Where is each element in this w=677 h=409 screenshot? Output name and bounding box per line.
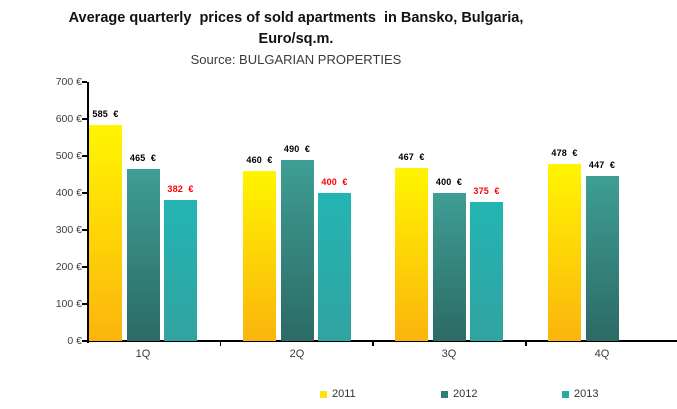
x-axis-label-3q: 3Q [441,348,457,360]
x-axis-line [87,340,677,342]
y-axis-label: 300 € [55,224,82,236]
bar-label-2013-3q: 375 € [473,186,500,197]
y-axis-tick [82,81,87,83]
legend-swatch-2012 [441,390,448,398]
bar-label-2012-1q: 465 € [129,152,157,163]
bar-label-2012-4q: 447 € [588,159,616,170]
y-axis-label: 700 € [55,76,82,88]
bar-2012-3q [432,193,466,341]
chart-source: Source: BULGARIAN PROPERTIES [190,52,402,67]
y-axis-tick [82,155,87,157]
bar-label-2011-4q: 478 € [551,148,578,159]
chart-title-line2: Euro/sq.m. [258,31,334,47]
y-axis-tick [82,192,87,194]
y-axis-label: 600 € [55,113,82,125]
legend-label-2012: 2012 [453,388,478,400]
bar-label-2013-2q: 400 € [321,177,348,187]
bar-2012-4q [585,175,619,341]
legend-label-2011: 2011 [332,388,356,400]
y-axis-tick [82,118,87,120]
legend-item-2012: 2012 [441,388,477,400]
bar-2012-1q [126,168,160,341]
bar-2012-2q [280,159,314,341]
title-block: Average quarterly prices of sold apartme… [0,8,592,69]
bar-label-2012-2q: 490 € [283,143,311,154]
y-axis-line [87,82,89,343]
y-axis-label: 0 € [67,335,82,347]
x-axis-tick [372,342,374,346]
legend-label-2013: 2013 [574,388,599,400]
legend-item-2013: 2013 [562,388,598,400]
y-axis-label: 100 € [55,298,82,310]
bar-2011-2q [243,170,276,341]
bar-2013-2q [318,193,351,341]
legend-item-2011: 2011 [320,388,356,400]
y-axis-label: 200 € [55,261,82,273]
y-axis-tick [82,303,87,305]
bar-label-2011-1q: 585 € [92,108,119,119]
bar-label-2011-2q: 460 € [246,154,273,165]
y-axis-tick [82,340,87,342]
x-axis-label-1q: 1Q [135,348,151,360]
y-axis-label: 400 € [55,187,82,199]
x-axis-tick [525,342,527,346]
legend-swatch-2011 [320,390,327,398]
bar-2013-1q [164,199,197,341]
bar-2013-3q [470,202,503,341]
y-axis-label: 500 € [55,150,82,162]
bar-label-2013-1q: 382 € [167,183,194,194]
y-axis-tick [82,266,87,268]
bar-2011-4q [548,164,581,341]
bar-label-2011-3q: 467 € [398,152,425,163]
legend-swatch-2013 [562,390,569,398]
x-axis-label-2q: 2Q [289,348,305,360]
chart-title-line1: Average quarterly prices of sold apartme… [68,10,524,26]
bar-2011-3q [395,168,428,341]
bar-label-2012-3q: 400 € [435,177,463,187]
x-axis-label-4q: 4Q [594,348,610,360]
bar-2011-1q [89,124,122,341]
y-axis-tick [82,229,87,231]
x-axis-tick [219,342,221,346]
